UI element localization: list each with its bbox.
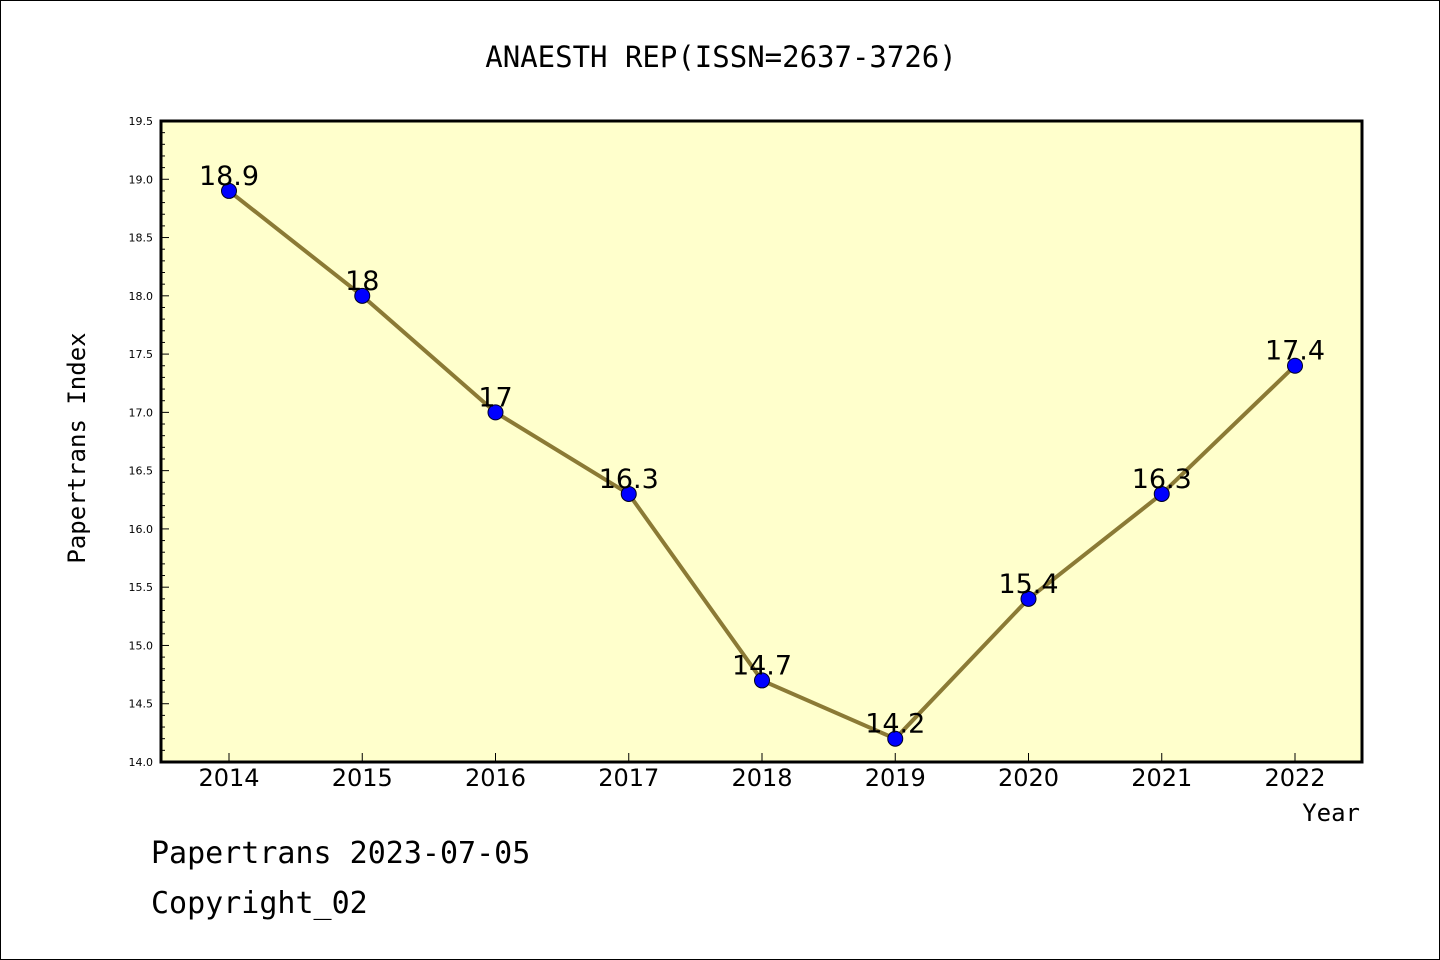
data-point-marker [887, 730, 904, 747]
data-point-marker [487, 404, 504, 421]
data-point-marker [1153, 485, 1170, 502]
y-tick-label: 14.5 [129, 698, 154, 711]
data-label: 14.7 [732, 650, 792, 681]
x-tick-label: 2014 [198, 764, 259, 792]
x-tick-label: 2022 [1264, 764, 1325, 792]
y-tick-label: 15.0 [129, 639, 154, 652]
data-label: 14.2 [865, 709, 925, 740]
y-tick-label: 19.0 [129, 173, 154, 186]
data-point-marker [354, 287, 371, 304]
data-label: 18.9 [199, 161, 259, 192]
y-tick-label: 19.5 [129, 115, 154, 128]
x-axis-ticks: 2014 2015 2016 2017 2018 2019 2020 2021 2022 [198, 753, 1326, 792]
x-tick-label: 2018 [731, 764, 792, 792]
data-label: 17 [478, 382, 512, 413]
x-tick-label: 2021 [1131, 764, 1192, 792]
y-tick-label: 15.5 [129, 581, 154, 594]
chart-title: ANAESTH REP(ISSN=2637-3726) [485, 40, 956, 74]
data-labels: 18.9 18 17 16.3 14.7 14.2 15.4 16.3 17.4 [199, 161, 1325, 740]
data-label: 15.4 [998, 569, 1058, 600]
footer-copyright-text: Copyright_02 [151, 886, 368, 921]
footer-date-text: Papertrans 2023-07-05 [151, 836, 531, 871]
y-axis-label: Papertrans Index [63, 332, 91, 563]
plot-frame [159, 119, 1364, 764]
x-axis-label: Year [1302, 799, 1360, 827]
data-point-marker [754, 672, 770, 689]
y-tick-label: 16.0 [129, 523, 154, 536]
data-markers [221, 182, 1303, 747]
y-tick-label: 17.5 [129, 348, 154, 361]
x-tick-label: 2016 [465, 764, 526, 792]
y-tick-label: 16.5 [129, 465, 154, 478]
data-point-marker [620, 485, 637, 502]
data-label: 16.3 [1132, 464, 1192, 495]
y-tick-label: 18.0 [129, 290, 154, 303]
y-tick-label: 17.0 [129, 406, 154, 419]
x-tick-label: 2015 [332, 764, 393, 792]
data-point-marker [1287, 357, 1303, 374]
y-tick-label: 18.5 [129, 232, 154, 245]
x-tick-label: 2019 [865, 764, 926, 792]
data-label: 17.4 [1265, 336, 1325, 367]
x-tick-label: 2020 [998, 764, 1059, 792]
data-label: 16.3 [599, 464, 659, 495]
y-tick-label: 14.0 [129, 756, 154, 769]
x-tick-label: 2017 [598, 764, 659, 792]
data-label: 18 [345, 266, 379, 297]
data-point-marker [1020, 590, 1037, 607]
data-point-marker [221, 182, 237, 199]
plot-area [161, 121, 1362, 762]
y-axis-ticks: 14.0 14.5 15.0 15.5 16.0 16.5 17.0 17.5 18.0 18.5… [129, 115, 169, 769]
